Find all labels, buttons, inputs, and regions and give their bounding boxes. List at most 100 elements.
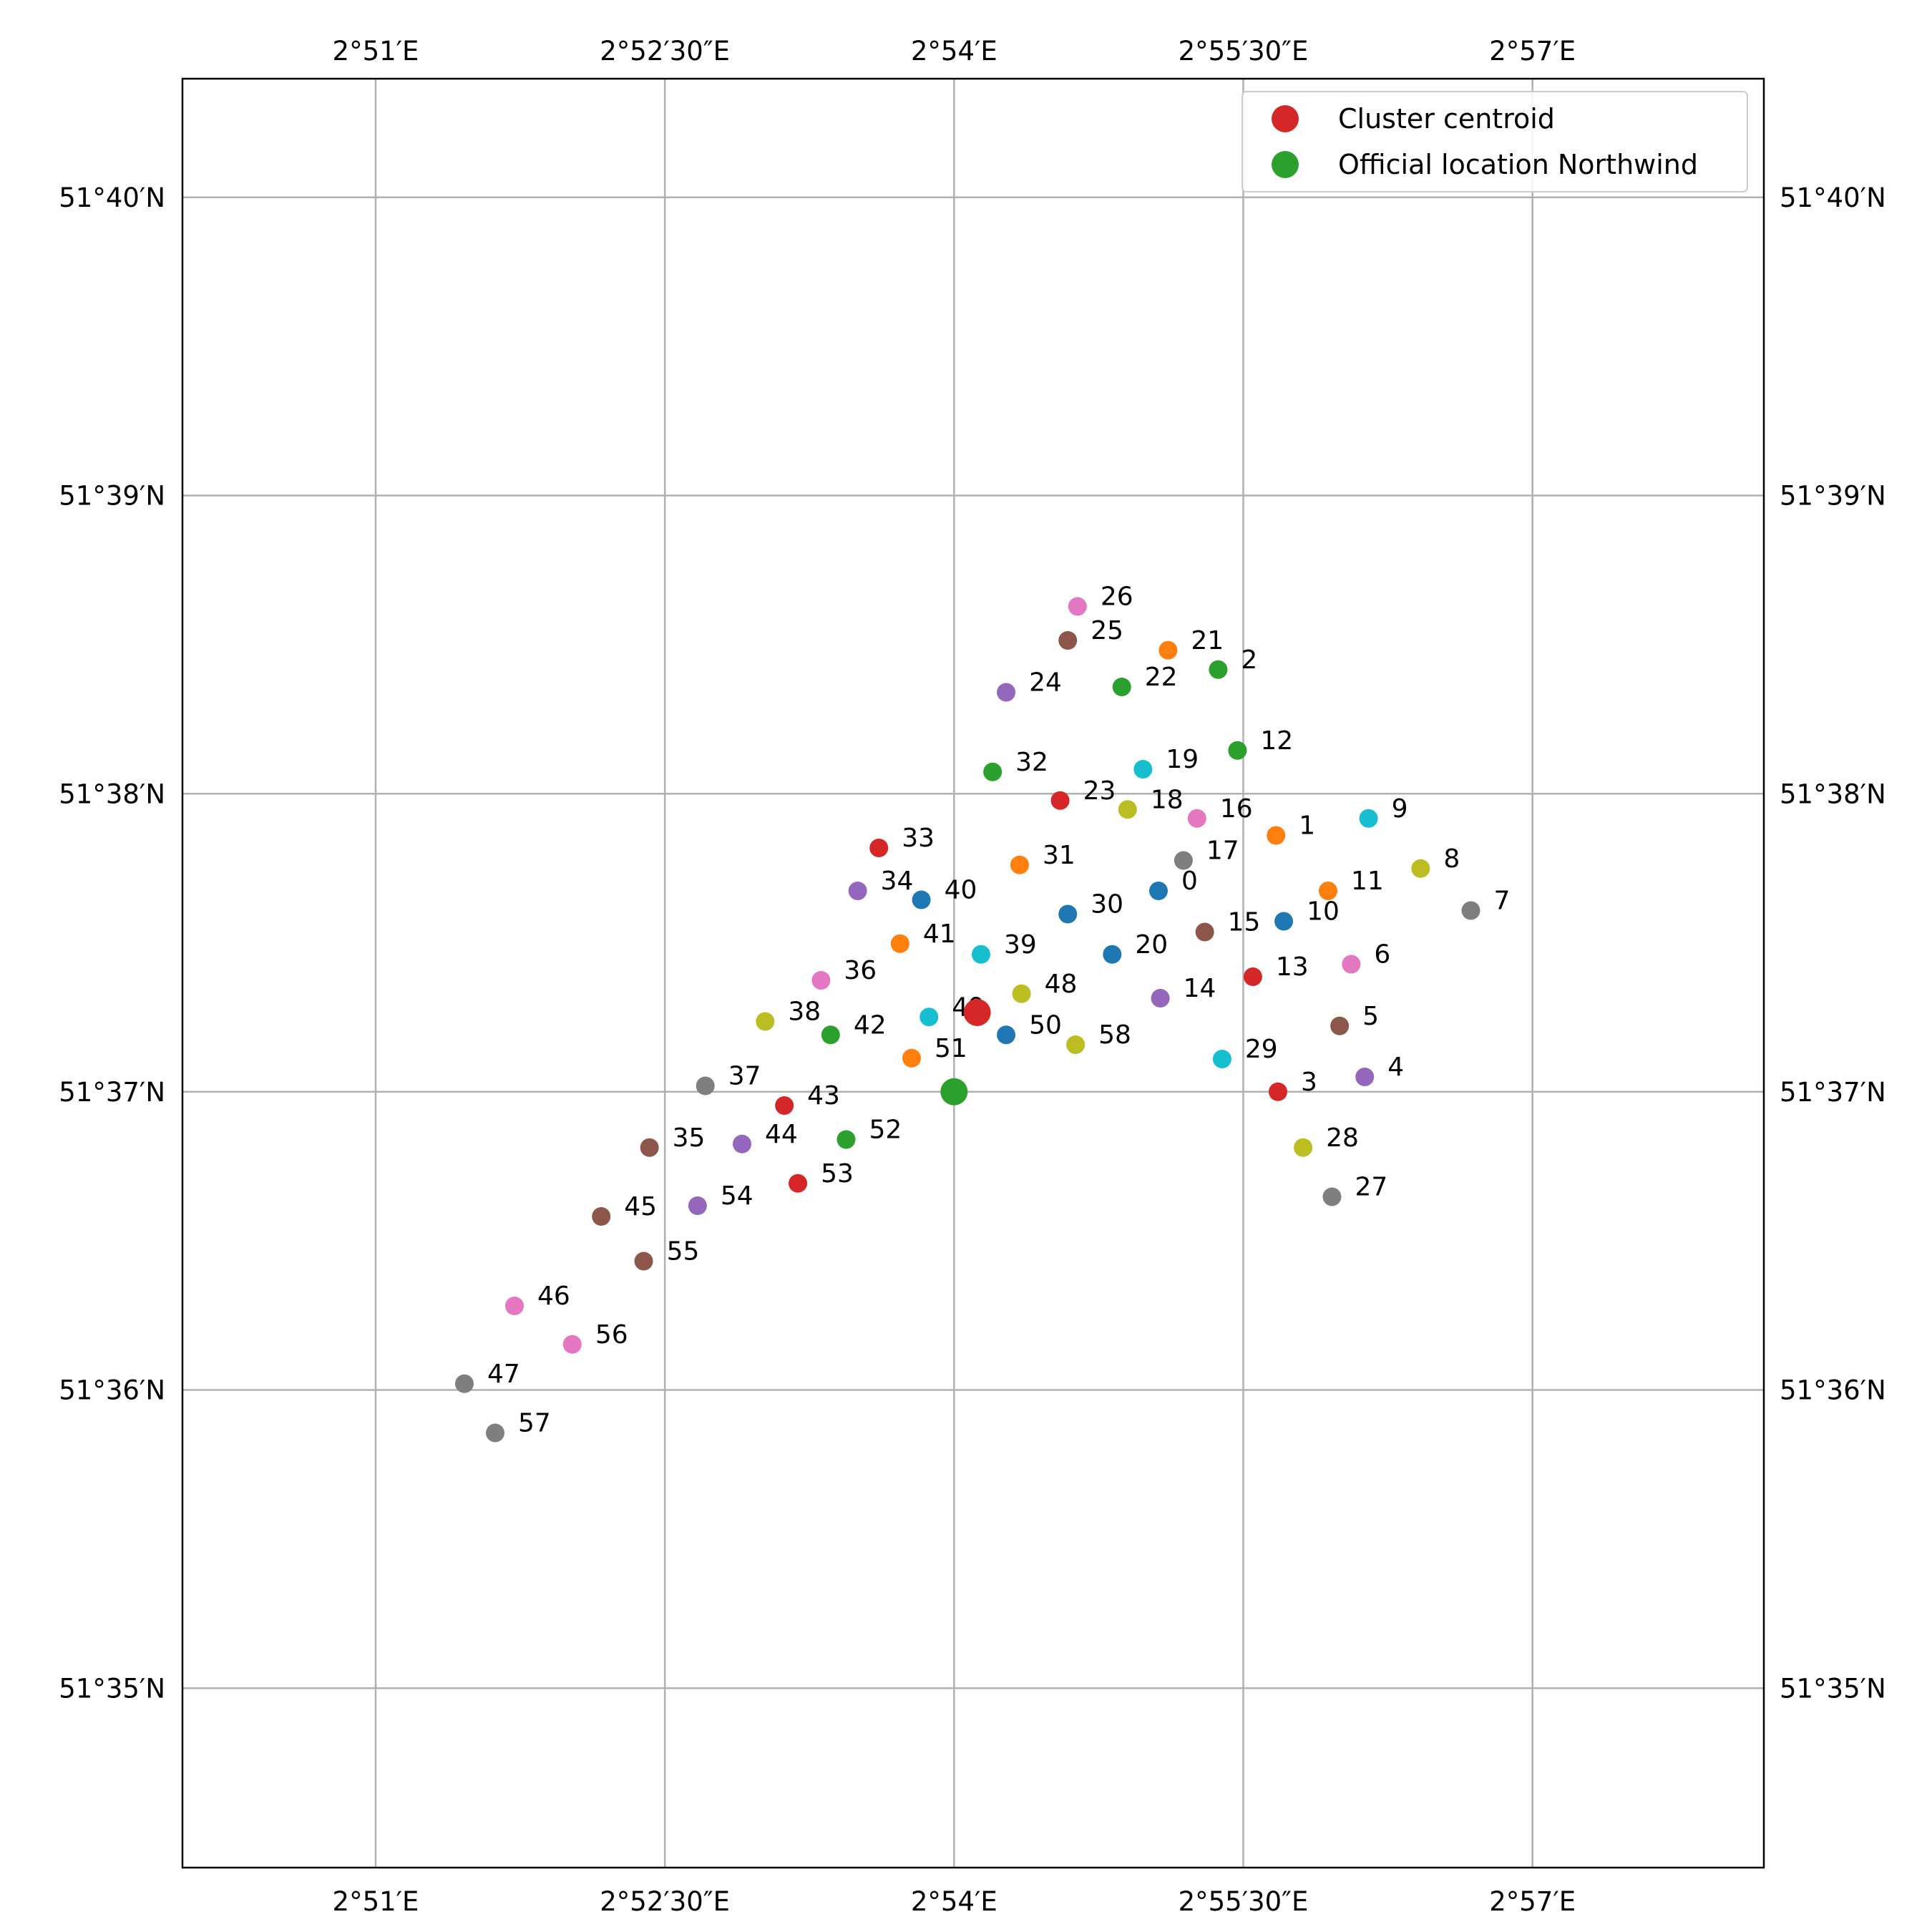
point-label: 12 [1260, 726, 1293, 756]
x-tick-label-bottom: 2°51′E [333, 1886, 419, 1917]
data-point [592, 1207, 611, 1226]
data-point [848, 882, 867, 900]
point-label: 31 [1043, 841, 1075, 870]
point-label: 37 [728, 1062, 761, 1091]
data-point [1012, 984, 1031, 1003]
point-label: 22 [1145, 663, 1178, 692]
y-tick-label-right: 51°40′N [1780, 182, 1886, 213]
data-point [890, 934, 909, 953]
point-label: 16 [1220, 794, 1253, 824]
data-point [1268, 1082, 1287, 1101]
point-label: 13 [1276, 952, 1309, 982]
data-point [1195, 922, 1214, 942]
point-label: 58 [1098, 1020, 1131, 1050]
data-point [1274, 912, 1294, 931]
point-label: 15 [1228, 908, 1261, 937]
data-point [811, 971, 831, 990]
point-label: 8 [1443, 844, 1460, 874]
point-label: 0 [1181, 867, 1198, 896]
data-point [1411, 859, 1430, 878]
data-point [1066, 1035, 1085, 1054]
data-point [1330, 1016, 1350, 1035]
data-point [1461, 901, 1480, 920]
y-tick-label-right: 51°39′N [1780, 481, 1886, 512]
data-point [485, 1423, 504, 1443]
point-label: 44 [765, 1120, 798, 1149]
data-point [902, 1048, 921, 1068]
point-label: 24 [1029, 668, 1062, 698]
data-point [1058, 631, 1078, 650]
point-label: 2 [1241, 645, 1257, 675]
data-point [1050, 791, 1070, 810]
data-point [997, 1025, 1016, 1045]
point-label: 51 [935, 1034, 967, 1063]
x-tick-label-top: 2°54′E [911, 36, 997, 67]
data-point [789, 1174, 808, 1193]
y-tick-label-right: 51°37′N [1780, 1077, 1886, 1108]
point-label: 4 [1387, 1053, 1404, 1082]
x-tick-label-top: 2°55′30″E [1179, 36, 1309, 67]
data-point [1103, 945, 1122, 964]
point-label: 7 [1493, 887, 1510, 916]
data-point [912, 890, 931, 909]
point-label: 14 [1184, 974, 1216, 1003]
data-point [696, 1076, 715, 1096]
point-label: 6 [1374, 940, 1390, 970]
point-label: 30 [1091, 890, 1123, 919]
data-point [1318, 882, 1337, 900]
data-point [971, 945, 990, 964]
point-label: 17 [1206, 836, 1239, 866]
y-tick-label-right: 51°36′N [1780, 1375, 1886, 1406]
x-tick-label-bottom: 2°54′E [911, 1886, 997, 1917]
data-point [504, 1297, 524, 1315]
x-tick-label-bottom: 2°55′30″E [1179, 1886, 1309, 1917]
point-label: 36 [844, 956, 877, 985]
point-label: 52 [869, 1116, 902, 1145]
y-tick-label-left: 51°35′N [59, 1673, 165, 1704]
point-label: 55 [667, 1237, 700, 1267]
data-point [756, 1012, 775, 1031]
point-label: 1 [1299, 811, 1315, 841]
y-tick-label-left: 51°40′N [59, 182, 165, 213]
data-point [1294, 1138, 1313, 1157]
point-label: 45 [624, 1192, 657, 1221]
data-point [1133, 760, 1153, 779]
data-point [1068, 597, 1087, 616]
legend-box [1241, 91, 1748, 192]
data-point [1174, 851, 1193, 870]
y-tick-label-left: 51°38′N [59, 779, 165, 809]
data-point [1187, 809, 1206, 828]
data-point [1148, 882, 1168, 900]
point-label: 27 [1355, 1173, 1387, 1202]
point-label: 39 [1004, 930, 1037, 960]
data-point [1267, 826, 1286, 845]
legend-official-label: Official location Northwind [1338, 149, 1698, 180]
official-location-marker [940, 1078, 968, 1106]
point-label: 56 [595, 1320, 628, 1350]
point-label: 35 [673, 1123, 706, 1153]
data-point [1359, 809, 1378, 828]
data-point [1212, 1050, 1231, 1068]
point-label: 10 [1307, 897, 1340, 927]
point-label: 28 [1326, 1123, 1359, 1153]
point-label: 50 [1029, 1010, 1062, 1040]
legend-official-marker [1272, 151, 1299, 178]
point-label: 11 [1351, 867, 1384, 896]
point-label: 40 [945, 876, 977, 905]
point-label: 9 [1392, 794, 1408, 824]
data-point [1209, 660, 1228, 679]
data-point [688, 1196, 707, 1215]
grid [182, 79, 1764, 1868]
y-tick-label-right: 51°35′N [1780, 1673, 1886, 1704]
legend: Cluster centroid Official location North… [1241, 91, 1748, 192]
point-label: 29 [1245, 1035, 1278, 1064]
point-label: 47 [487, 1360, 520, 1389]
legend-centroid-label: Cluster centroid [1338, 103, 1555, 135]
legend-centroid-marker [1272, 105, 1299, 132]
y-tick-label-left: 51°39′N [59, 481, 165, 512]
point-label: 21 [1191, 626, 1224, 655]
y-tick-label-left: 51°37′N [59, 1077, 165, 1108]
data-point [1342, 955, 1361, 974]
data-point [634, 1252, 653, 1271]
special-markers [940, 999, 991, 1106]
